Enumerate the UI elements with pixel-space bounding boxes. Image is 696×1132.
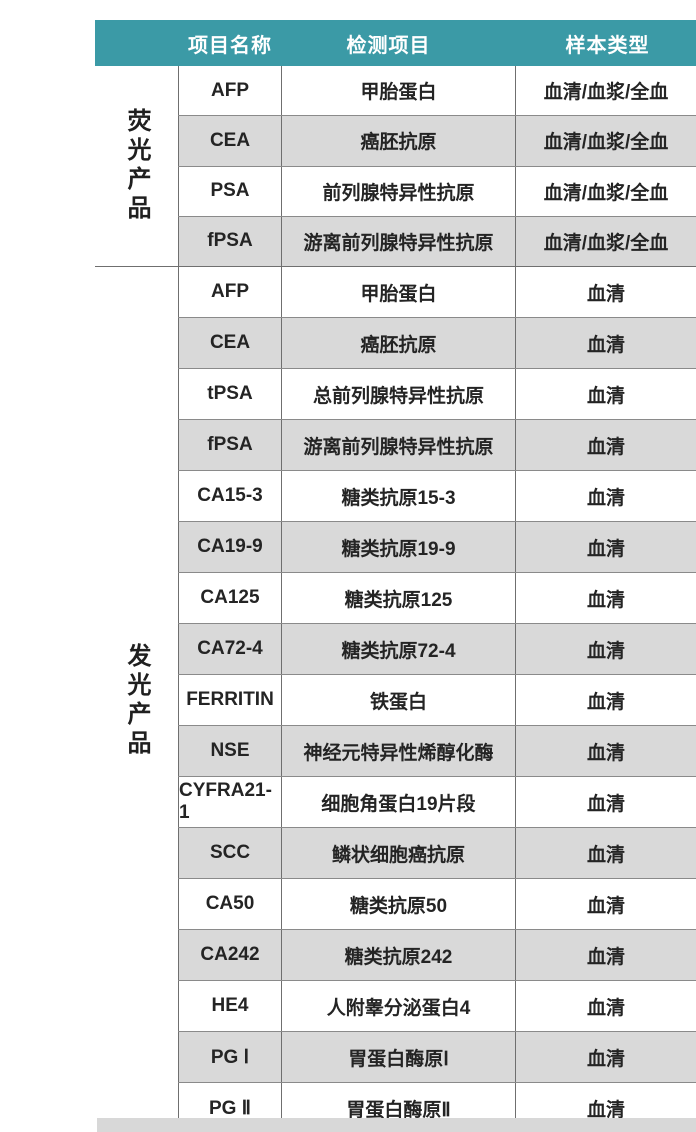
sample-cell: 血清/血浆/全血 [515, 216, 696, 266]
column-header-test-item: 检测项目 [346, 34, 431, 57]
code-cell: SCC [178, 828, 282, 878]
test-cell: 胃蛋白酶原Ⅱ [346, 1099, 451, 1121]
table-row: CEA 癌胚抗原 血清/血浆/全血 [178, 115, 696, 166]
code-cell: PG Ⅱ [178, 1083, 282, 1132]
sample-cell: 血清 [515, 879, 696, 929]
column-header-project-name: 项目名称 [188, 34, 272, 57]
sample-cell: 血清 [515, 1032, 696, 1082]
group-label: 发光产品 [123, 642, 150, 759]
sample-cell: 血清/血浆/全血 [515, 116, 696, 166]
test-cell: 糖类抗原50 [349, 895, 448, 917]
section-rows: AFP 甲胎蛋白 血清 CEA 癌胚抗原 血清 tPSA 总前列腺特异性抗原 血清 fPSA 游离前… [178, 267, 696, 1132]
code-cell: NSE [178, 726, 282, 776]
sample-cell: 血清 [515, 267, 696, 317]
test-cell: 糖类抗原242 [344, 946, 453, 968]
table-row: CA125 糖类抗原125 血清 [178, 572, 696, 623]
code-cell: CA242 [178, 930, 282, 980]
code-cell: CEA [178, 318, 282, 368]
sample-cell: 血清/血浆/全血 [515, 166, 696, 216]
table-row: CA15-3 糖类抗原15-3 血清 [178, 470, 696, 521]
test-cell: 神经元特异性烯醇化酶 [303, 742, 494, 764]
sample-cell: 血清 [515, 726, 696, 776]
sample-cell: 血清 [515, 1083, 696, 1132]
table-row: SCC 鳞状细胞癌抗原 血清 [178, 827, 696, 878]
code-cell: CYFRA21-1 [178, 777, 282, 827]
sample-cell: 血清 [515, 420, 696, 470]
code-cell: PSA [178, 166, 282, 216]
table-row: tPSA 总前列腺特异性抗原 血清 [178, 368, 696, 419]
section-rows: AFP 甲胎蛋白 血清/血浆/全血 CEA 癌胚抗原 血清/血浆/全血 PSA 前列腺特异性抗… [178, 66, 696, 266]
code-cell: PG Ⅰ [178, 1032, 282, 1082]
table-row: CEA 癌胚抗原 血清 [178, 317, 696, 368]
code-cell: CA15-3 [178, 471, 282, 521]
table-row: PG Ⅰ 胃蛋白酶原Ⅰ 血清 [178, 1031, 696, 1082]
test-cell: 甲胎蛋白 [360, 283, 437, 305]
group-label: 荧光产品 [123, 108, 150, 224]
test-cell: 游离前列腺特异性抗原 [303, 436, 494, 458]
table-row: fPSA 游离前列腺特异性抗原 血清 [178, 419, 696, 470]
code-cell: CA72-4 [178, 624, 282, 674]
test-cell: 铁蛋白 [369, 691, 427, 713]
code-cell: CA50 [178, 879, 282, 929]
test-cell: 糖类抗原19-9 [341, 538, 456, 560]
test-cell: 人附睾分泌蛋白4 [326, 997, 471, 1019]
code-cell: FERRITIN [178, 675, 282, 725]
code-cell: AFP [178, 267, 282, 317]
table-header: 项目名称 检测项目 样本类型 [95, 20, 696, 66]
test-cell: 糖类抗原15-3 [341, 487, 456, 509]
code-cell: CA19-9 [178, 522, 282, 572]
sample-cell: 血清 [515, 981, 696, 1031]
table-row: fPSA 游离前列腺特异性抗原 血清/血浆/全血 [178, 215, 696, 266]
sample-cell: 血清 [515, 369, 696, 419]
table-row: HE4 人附睾分泌蛋白4 血清 [178, 980, 696, 1031]
test-cell: 糖类抗原125 [344, 589, 453, 611]
code-cell: AFP [178, 66, 282, 116]
sample-cell: 血清 [515, 828, 696, 878]
code-cell: HE4 [178, 981, 282, 1031]
test-cell: 癌胚抗原 [360, 132, 437, 154]
test-cell: 糖类抗原72-4 [341, 640, 456, 662]
sample-cell: 血清 [515, 318, 696, 368]
code-cell: CA125 [178, 573, 282, 623]
test-cell: 前列腺特异性抗原 [322, 182, 475, 204]
code-cell: fPSA [178, 216, 282, 266]
test-cell: 游离前列腺特异性抗原 [303, 232, 494, 254]
sample-cell: 血清/血浆/全血 [515, 66, 696, 116]
table-row: AFP 甲胎蛋白 血清/血浆/全血 [178, 66, 696, 116]
table-row: FERRITIN 铁蛋白 血清 [178, 674, 696, 725]
section-gutter: 荧光产品 [95, 66, 178, 266]
code-cell: fPSA [178, 420, 282, 470]
sample-cell: 血清 [515, 471, 696, 521]
column-header-sample-type: 样本类型 [565, 34, 650, 57]
sample-cell: 血清 [515, 522, 696, 572]
product-section: 荧光产品 AFP 甲胎蛋白 血清/血浆/全血 CEA 癌胚抗原 血清/血浆/全血 PSA 前列腺… [95, 66, 696, 267]
sample-cell: 血清 [515, 930, 696, 980]
test-cell: 胃蛋白酶原Ⅰ [348, 1048, 449, 1070]
table-row: CYFRA21-1 细胞角蛋白19片段 血清 [178, 776, 696, 827]
table-row: AFP 甲胎蛋白 血清 [178, 267, 696, 317]
footer-bar [97, 1118, 696, 1132]
table-row: CA242 糖类抗原242 血清 [178, 929, 696, 980]
test-cell: 甲胎蛋白 [360, 82, 437, 104]
test-cell: 细胞角蛋白19片段 [321, 793, 476, 815]
table-row: CA50 糖类抗原50 血清 [178, 878, 696, 929]
test-cell: 总前列腺特异性抗原 [312, 385, 484, 407]
table-body: 荧光产品 AFP 甲胎蛋白 血清/血浆/全血 CEA 癌胚抗原 血清/血浆/全血 PSA 前列腺… [95, 66, 696, 1132]
test-cell: 癌胚抗原 [360, 334, 437, 356]
code-cell: tPSA [178, 369, 282, 419]
table-row: NSE 神经元特异性烯醇化酶 血清 [178, 725, 696, 776]
table-row: CA72-4 糖类抗原72-4 血清 [178, 623, 696, 674]
section-gutter: 发光产品 [95, 267, 178, 1132]
sample-cell: 血清 [515, 573, 696, 623]
table-row: CA19-9 糖类抗原19-9 血清 [178, 521, 696, 572]
test-cell: 鳞状细胞癌抗原 [331, 844, 465, 866]
sample-cell: 血清 [515, 624, 696, 674]
product-table: 项目名称 检测项目 样本类型 荧光产品 AFP 甲胎蛋白 血清/血浆/全血 CEA 癌胚抗… [95, 20, 696, 1132]
product-section: 发光产品 AFP 甲胎蛋白 血清 CEA 癌胚抗原 血清 tPSA 总前列腺特异性抗原 血清 fPS… [95, 267, 696, 1132]
sample-cell: 血清 [515, 777, 696, 827]
table-row: PSA 前列腺特异性抗原 血清/血浆/全血 [178, 165, 696, 216]
sample-cell: 血清 [515, 675, 696, 725]
code-cell: CEA [178, 116, 282, 166]
